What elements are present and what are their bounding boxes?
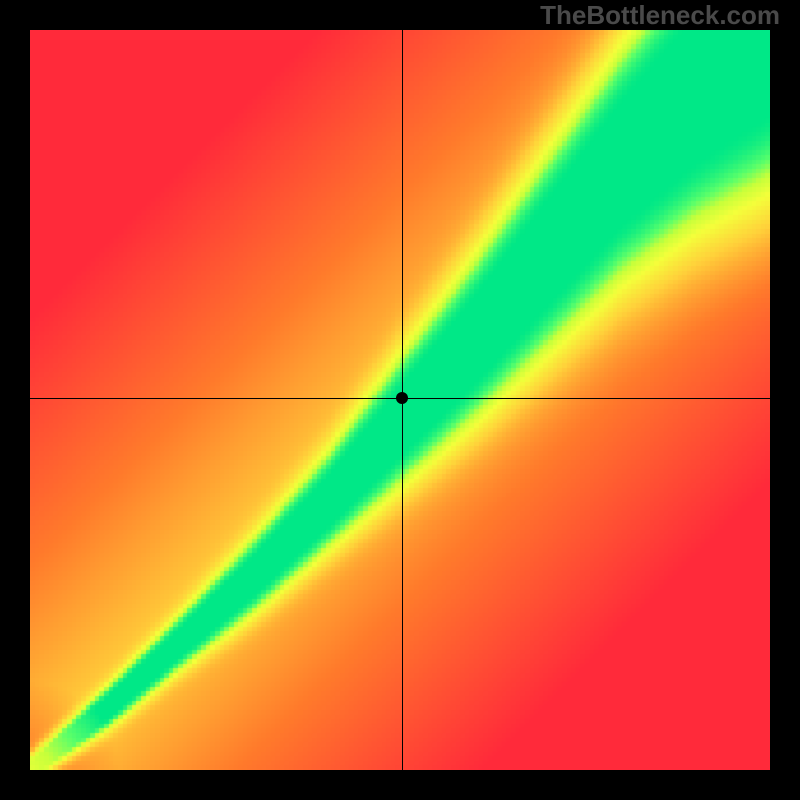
data-point-marker (396, 392, 408, 404)
plot-area (30, 30, 770, 770)
plot-frame (0, 0, 800, 800)
watermark-text: TheBottleneck.com (540, 0, 780, 31)
